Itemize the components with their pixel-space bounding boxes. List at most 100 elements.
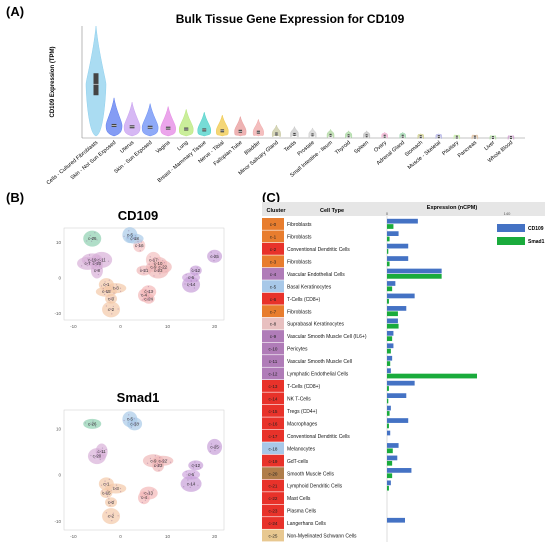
umap-cd109-cluster-label-6: c-6: [188, 275, 195, 280]
umap-cd109-cluster-label-8: c-8: [94, 268, 101, 273]
umap-cd109-point-20-1: [95, 262, 97, 264]
heat-bar-smad1-11: [387, 361, 391, 366]
umap-cd109-point-21-5: [143, 272, 145, 274]
umap-cd109-point-14-6: [184, 283, 186, 285]
umap-cd109-point-15-2: [107, 292, 109, 294]
heat-bar-cd109-19: [387, 455, 398, 461]
panel-label-a: (A): [6, 4, 25, 19]
heat-bar-cd109-17: [387, 430, 391, 436]
umap-cd109-point-19-7: [88, 254, 91, 256]
heat-cell-type-5: Basal Keratinocytes: [287, 284, 332, 290]
umap-cd109-point-26-3: [91, 240, 93, 242]
heat-header-expression: Expression (nCPM): [427, 205, 478, 211]
umap-smad1-point-6-1: [189, 474, 192, 476]
umap-cd109-point-13-2: [148, 289, 151, 292]
heat-cell-type-19: GdT-cells: [287, 459, 309, 465]
heat-bar-smad1-2: [387, 249, 389, 254]
umap-smad1-cluster-label-8: c-11: [98, 449, 107, 454]
umap-cd109-point-16-4: [141, 246, 143, 248]
umap-cd109-point-1-6: [100, 285, 103, 287]
legend-swatch-cd109: [497, 224, 525, 232]
umap-smad1-point-9-4: [198, 464, 200, 466]
heat-bar-smad1-5: [387, 286, 393, 292]
umap-smad1-point-3-7: [120, 491, 122, 493]
umap-cd109-point-0-4: [107, 297, 109, 299]
umap-cd109-point-2-0: [110, 308, 112, 310]
umap-cd109-point-12-0: [195, 269, 197, 272]
umap-smad1-point-13-5: [138, 422, 140, 424]
umap-smad1-xtick-3: 20: [212, 534, 218, 539]
umap-cd109-point-23-4: [159, 273, 161, 275]
violin-tick-label-11: Testis: [283, 140, 298, 154]
umap-cd109-point-1-1: [104, 283, 107, 286]
umap-cd109-point-16-1: [139, 244, 141, 246]
heat-cluster-label-4: c-4: [270, 272, 277, 277]
umap-smad1-point-2-1: [110, 514, 112, 516]
umap-cd109-point-15-0: [105, 291, 107, 293]
umap-smad1-point-12-4: [103, 493, 105, 495]
heat-cell-type-17: Conventional Dendritic Cells: [287, 434, 350, 440]
umap-cd109-xtick-2: 10: [165, 324, 171, 329]
heat-bar-cd109-12: [387, 368, 391, 374]
umap-smad1-point-1-6: [100, 484, 103, 486]
umap-cd109-xtick-3: 20: [212, 324, 218, 329]
umap-cd109-point-20-6: [92, 263, 94, 265]
umap-cd109-point-23-1: [158, 270, 160, 272]
umap-cd109-point-2-5: [111, 313, 113, 315]
umap-smad1-cluster-label-16: c-23: [154, 463, 163, 468]
umap-cd109-point-14-1: [189, 283, 191, 285]
umap-cd109-xtick-0: -10: [70, 324, 77, 329]
heat-bar-cd109-5: [387, 281, 396, 286]
heat-cluster-cell-12: [262, 367, 284, 380]
umap-cd109-cluster-label-10: c-10: [154, 261, 163, 266]
umap-cd109-cluster-label-12: c-12: [191, 268, 200, 273]
umap-cd109-point-26-0: [91, 238, 93, 240]
umap-smad1-point-18-2: [90, 422, 92, 424]
umap-smad1-point-14-0: [96, 455, 98, 457]
heat-bar-smad1-1: [387, 236, 390, 242]
umap-smad1-point-1-0: [105, 483, 107, 485]
umap-cd109-point-24-0: [148, 298, 150, 300]
umap-smad1-point-3-6: [115, 484, 118, 486]
umap-smad1-point-3-1: [115, 487, 118, 489]
umap-cd109-point-26-1: [90, 237, 92, 240]
legend-label-cd109: CD109: [528, 226, 544, 232]
umap-smad1-point-14-5: [99, 458, 101, 461]
umap-cd109-point-18-0: [133, 238, 136, 240]
umap-smad1-point-1-7: [108, 478, 110, 480]
heat-cell-type-15: Tregs (CD4+): [287, 409, 318, 415]
umap-smad1-point-6-2: [190, 472, 192, 475]
heat-bar-smad1-12: [387, 373, 477, 379]
heat-cluster-cell-3: [262, 255, 284, 268]
umap-smad1-point-3-0: [115, 487, 117, 490]
umap-smad1-point-16-2: [157, 466, 159, 468]
umap-smad1-point-0-2: [110, 500, 112, 502]
umap-cd109-cluster-label-19: c-19: [88, 257, 97, 262]
umap-cd109-point-3-7: [120, 290, 122, 292]
umap-smad1-point-0-4: [107, 501, 109, 503]
heat-cluster-label-18: c-18: [269, 446, 278, 451]
heat-cluster-label-21: c-21: [269, 484, 278, 489]
umap-cd109-point-0-5: [113, 296, 115, 298]
umap-cd109-cluster-label-1: c-1: [103, 282, 110, 287]
umap-cd109-cluster-blob-20: [90, 255, 103, 272]
heat-cell-type-6: T-Cells (CD8+): [287, 297, 321, 303]
umap-cd109-point-25-5: [217, 253, 219, 255]
umap-cd109-point-14-0: [190, 284, 192, 286]
umap-smad1-cluster-label-2: c-2: [108, 514, 115, 519]
heat-cluster-label-15: c-15: [269, 409, 278, 414]
umap-cd109-point-5-7: [123, 235, 125, 237]
umap-cd109-cluster-blob-25: [207, 249, 223, 263]
umap-cd109-point-8-5: [97, 273, 99, 276]
umap-cd109-point-24-6: [151, 300, 153, 302]
umap-smad1-point-17-0: [213, 446, 216, 448]
umap-cd109-point-23-0: [157, 269, 159, 272]
umap-smad1-point-5-7: [123, 419, 125, 422]
heat-cluster-cell-1: [262, 230, 284, 243]
heat-cluster-label-22: c-22: [269, 496, 278, 501]
umap-cd109-point-13-4: [145, 289, 147, 291]
umap-smad1-cluster-label-11: c-14: [187, 481, 196, 486]
umap-smad1-point-2-2: [112, 516, 114, 518]
violin-tick-label-15: Spleen: [353, 140, 370, 155]
umap-smad1-point-1-3: [104, 485, 107, 487]
